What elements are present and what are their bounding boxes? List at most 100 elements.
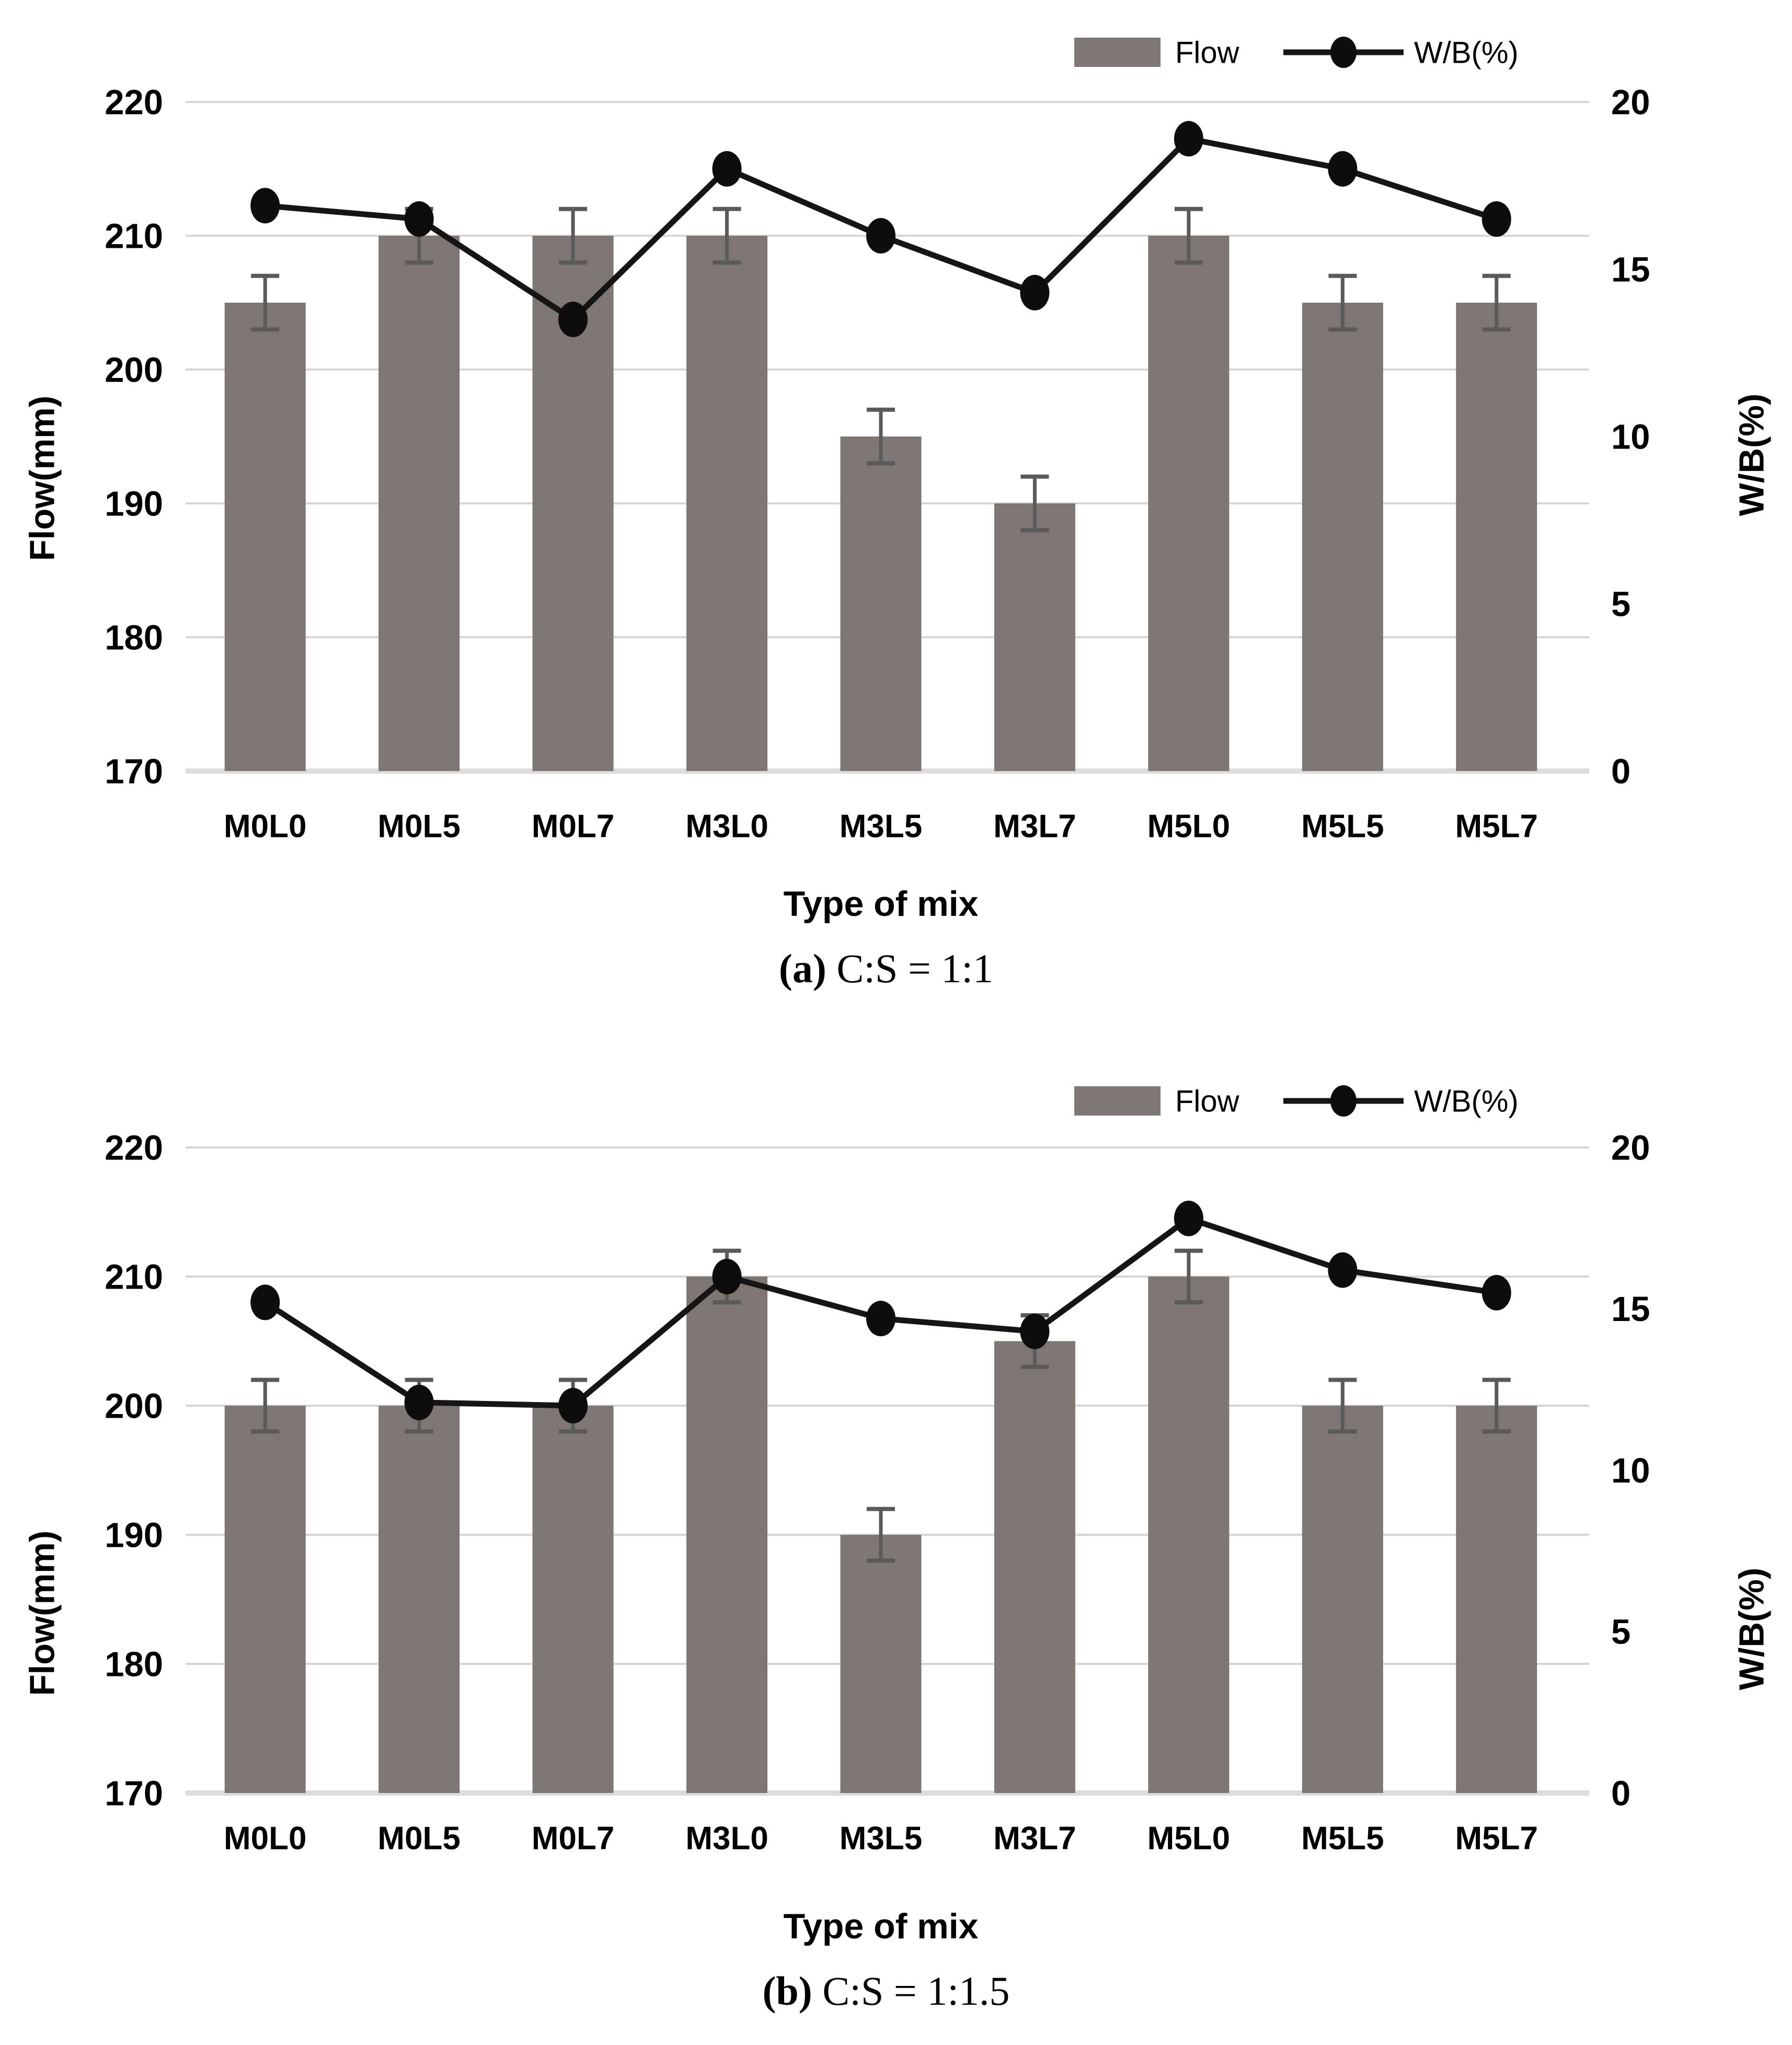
chart-a-block: 220 210 200 190 180 170 20 15 10 5 0 M0L0 M0L5 M0L7 M3… [0, 0, 1792, 1022]
chart-caption-b: (b) C:S = 1:1.5 [0, 1968, 1772, 2015]
legend-flow-label: Flow [1175, 36, 1240, 70]
x-tick-M3L5: M3L5 [840, 809, 922, 845]
x-tick-M3L7: M3L7 [993, 809, 1076, 845]
chart-caption-a: (a) C:S = 1:1 [0, 945, 1772, 992]
y-tick-left-190: 190 [105, 484, 163, 523]
wb-marker-M0L5 [404, 201, 434, 237]
error-bar-M5L7 [1482, 273, 1511, 332]
wb-marker-M5L7 [1481, 201, 1511, 237]
error-bar-M5L5 [1328, 273, 1357, 332]
error-bar-M3L5 [867, 407, 895, 466]
x-tick-M0L7: M0L7 [532, 1821, 614, 1857]
caption-prefix-b: (b) [762, 1968, 812, 2014]
right-axis-title: W/B(%) [1732, 1568, 1771, 1690]
legend: Flow W/B(%) [1074, 36, 1519, 70]
y-tick-left-180: 180 [105, 1645, 163, 1684]
x-tick-M0L5: M0L5 [377, 809, 460, 845]
y-tick-left-210: 210 [105, 216, 163, 256]
wb-marker-M3L7 [1020, 274, 1050, 311]
x-tick-M3L0: M3L0 [685, 1821, 768, 1857]
y-tick-left-170: 170 [105, 1774, 163, 1813]
x-tick-M5L0: M5L0 [1147, 1821, 1230, 1857]
wb-marker-M3L5 [866, 1301, 895, 1337]
bar-M3L0 [686, 236, 768, 771]
caption-prefix-a: (a) [778, 946, 826, 991]
caption-text-a: C:S = 1:1 [826, 946, 994, 991]
chart-b-block: 220 210 200 190 180 170 20 15 10 5 0 M0L0 M0L5 M0L7 M3… [0, 1022, 1792, 2045]
y-tick-right-10: 10 [1611, 417, 1650, 456]
x-tick-M3L0: M3L0 [685, 809, 768, 845]
y-tick-left-180: 180 [105, 618, 163, 657]
x-axis-title-a: Type of mix [783, 884, 979, 924]
error-bar-M5L7 [1482, 1377, 1511, 1434]
bar-M5L7 [1456, 303, 1537, 771]
y-tick-right-20: 20 [1611, 83, 1650, 122]
wb-marker-M3L5 [866, 218, 895, 254]
x-tick-M0L0: M0L0 [224, 1821, 306, 1857]
wb-marker-M5L7 [1481, 1274, 1511, 1311]
wb-marker-M0L5 [404, 1384, 434, 1420]
wb-marker-M5L0 [1174, 121, 1203, 157]
error-bar-M5L5 [1328, 1377, 1357, 1434]
x-tick-M5L7: M5L7 [1455, 1821, 1538, 1857]
y-tick-right-5: 5 [1611, 1613, 1630, 1652]
x-tick-M5L5: M5L5 [1301, 1821, 1384, 1857]
y-tick-left-200: 200 [105, 1386, 163, 1426]
y-tick-right-5: 5 [1611, 584, 1630, 624]
bar-M3L7 [994, 503, 1075, 771]
y-tick-right-15: 15 [1611, 1290, 1650, 1329]
y-tick-right-0: 0 [1611, 1774, 1630, 1813]
legend-wb-label: W/B(%) [1414, 36, 1519, 70]
wb-marker-M5L0 [1174, 1200, 1203, 1236]
caption-text-b: C:S = 1:1.5 [812, 1968, 1010, 2014]
legend-flow-swatch [1074, 38, 1161, 67]
x-tick-M5L7: M5L7 [1455, 809, 1538, 845]
chart-b-plot: 220 210 200 190 180 170 20 15 10 5 0 M0L0 M0L5 M0L7 M3… [22, 1084, 1771, 1857]
bar-M3L5 [840, 1535, 922, 1793]
right-axis-title: W/B(%) [1732, 394, 1771, 516]
wb-marker-M0L7 [558, 302, 588, 337]
bar-M0L7 [532, 1406, 614, 1793]
error-bar-M3L7 [1020, 474, 1049, 533]
bar-M5L0 [1148, 236, 1230, 771]
legend: Flow W/B(%) [1074, 1084, 1519, 1118]
y-tick-left-190: 190 [105, 1515, 163, 1555]
legend-flow-label: Flow [1175, 1084, 1240, 1118]
bar-M0L5 [378, 236, 460, 771]
legend-wb-marker-sample [1330, 1085, 1357, 1117]
error-bar-M3L5 [867, 1507, 895, 1563]
bar-M5L5 [1302, 1406, 1383, 1793]
bar-M0L0 [224, 1406, 306, 1793]
error-bar-M3L0 [713, 206, 741, 265]
wb-marker-M3L7 [1020, 1313, 1050, 1349]
x-tick-M0L7: M0L7 [532, 809, 614, 845]
x-tick-M5L5: M5L5 [1301, 809, 1384, 845]
wb-marker-M3L0 [712, 151, 742, 187]
bar-M5L5 [1302, 303, 1383, 771]
wb-marker-M5L5 [1328, 151, 1358, 187]
error-bar-M5L0 [1174, 206, 1203, 265]
left-axis-title: Flow(mm) [22, 396, 62, 561]
x-tick-M3L5: M3L5 [840, 1821, 922, 1857]
legend-wb-label: W/B(%) [1414, 1084, 1519, 1118]
bar-M0L5 [378, 1406, 460, 1793]
y-tick-left-170: 170 [105, 752, 163, 791]
bar-M3L0 [686, 1277, 768, 1793]
y-tick-left-220: 220 [105, 83, 163, 122]
y-tick-right-15: 15 [1611, 250, 1650, 289]
y-tick-right-10: 10 [1611, 1451, 1650, 1490]
x-tick-M0L5: M0L5 [377, 1821, 460, 1857]
y-tick-left-200: 200 [105, 350, 163, 389]
wb-marker-M0L0 [250, 188, 280, 224]
chart-a-plot: 220 210 200 190 180 170 20 15 10 5 0 M0L0 M0L5 M0L7 M3… [22, 36, 1771, 845]
bar-M0L0 [224, 303, 306, 771]
legend-flow-swatch [1074, 1086, 1161, 1116]
x-axis-title-b: Type of mix [783, 1906, 979, 1946]
bar-M5L7 [1456, 1406, 1537, 1793]
bar-M3L5 [840, 436, 922, 771]
legend-wb-marker-sample [1330, 37, 1357, 68]
bar-M3L7 [994, 1341, 1075, 1793]
x-tick-M3L7: M3L7 [993, 1821, 1076, 1857]
wb-marker-M0L7 [558, 1388, 588, 1423]
y-tick-right-0: 0 [1611, 752, 1630, 791]
